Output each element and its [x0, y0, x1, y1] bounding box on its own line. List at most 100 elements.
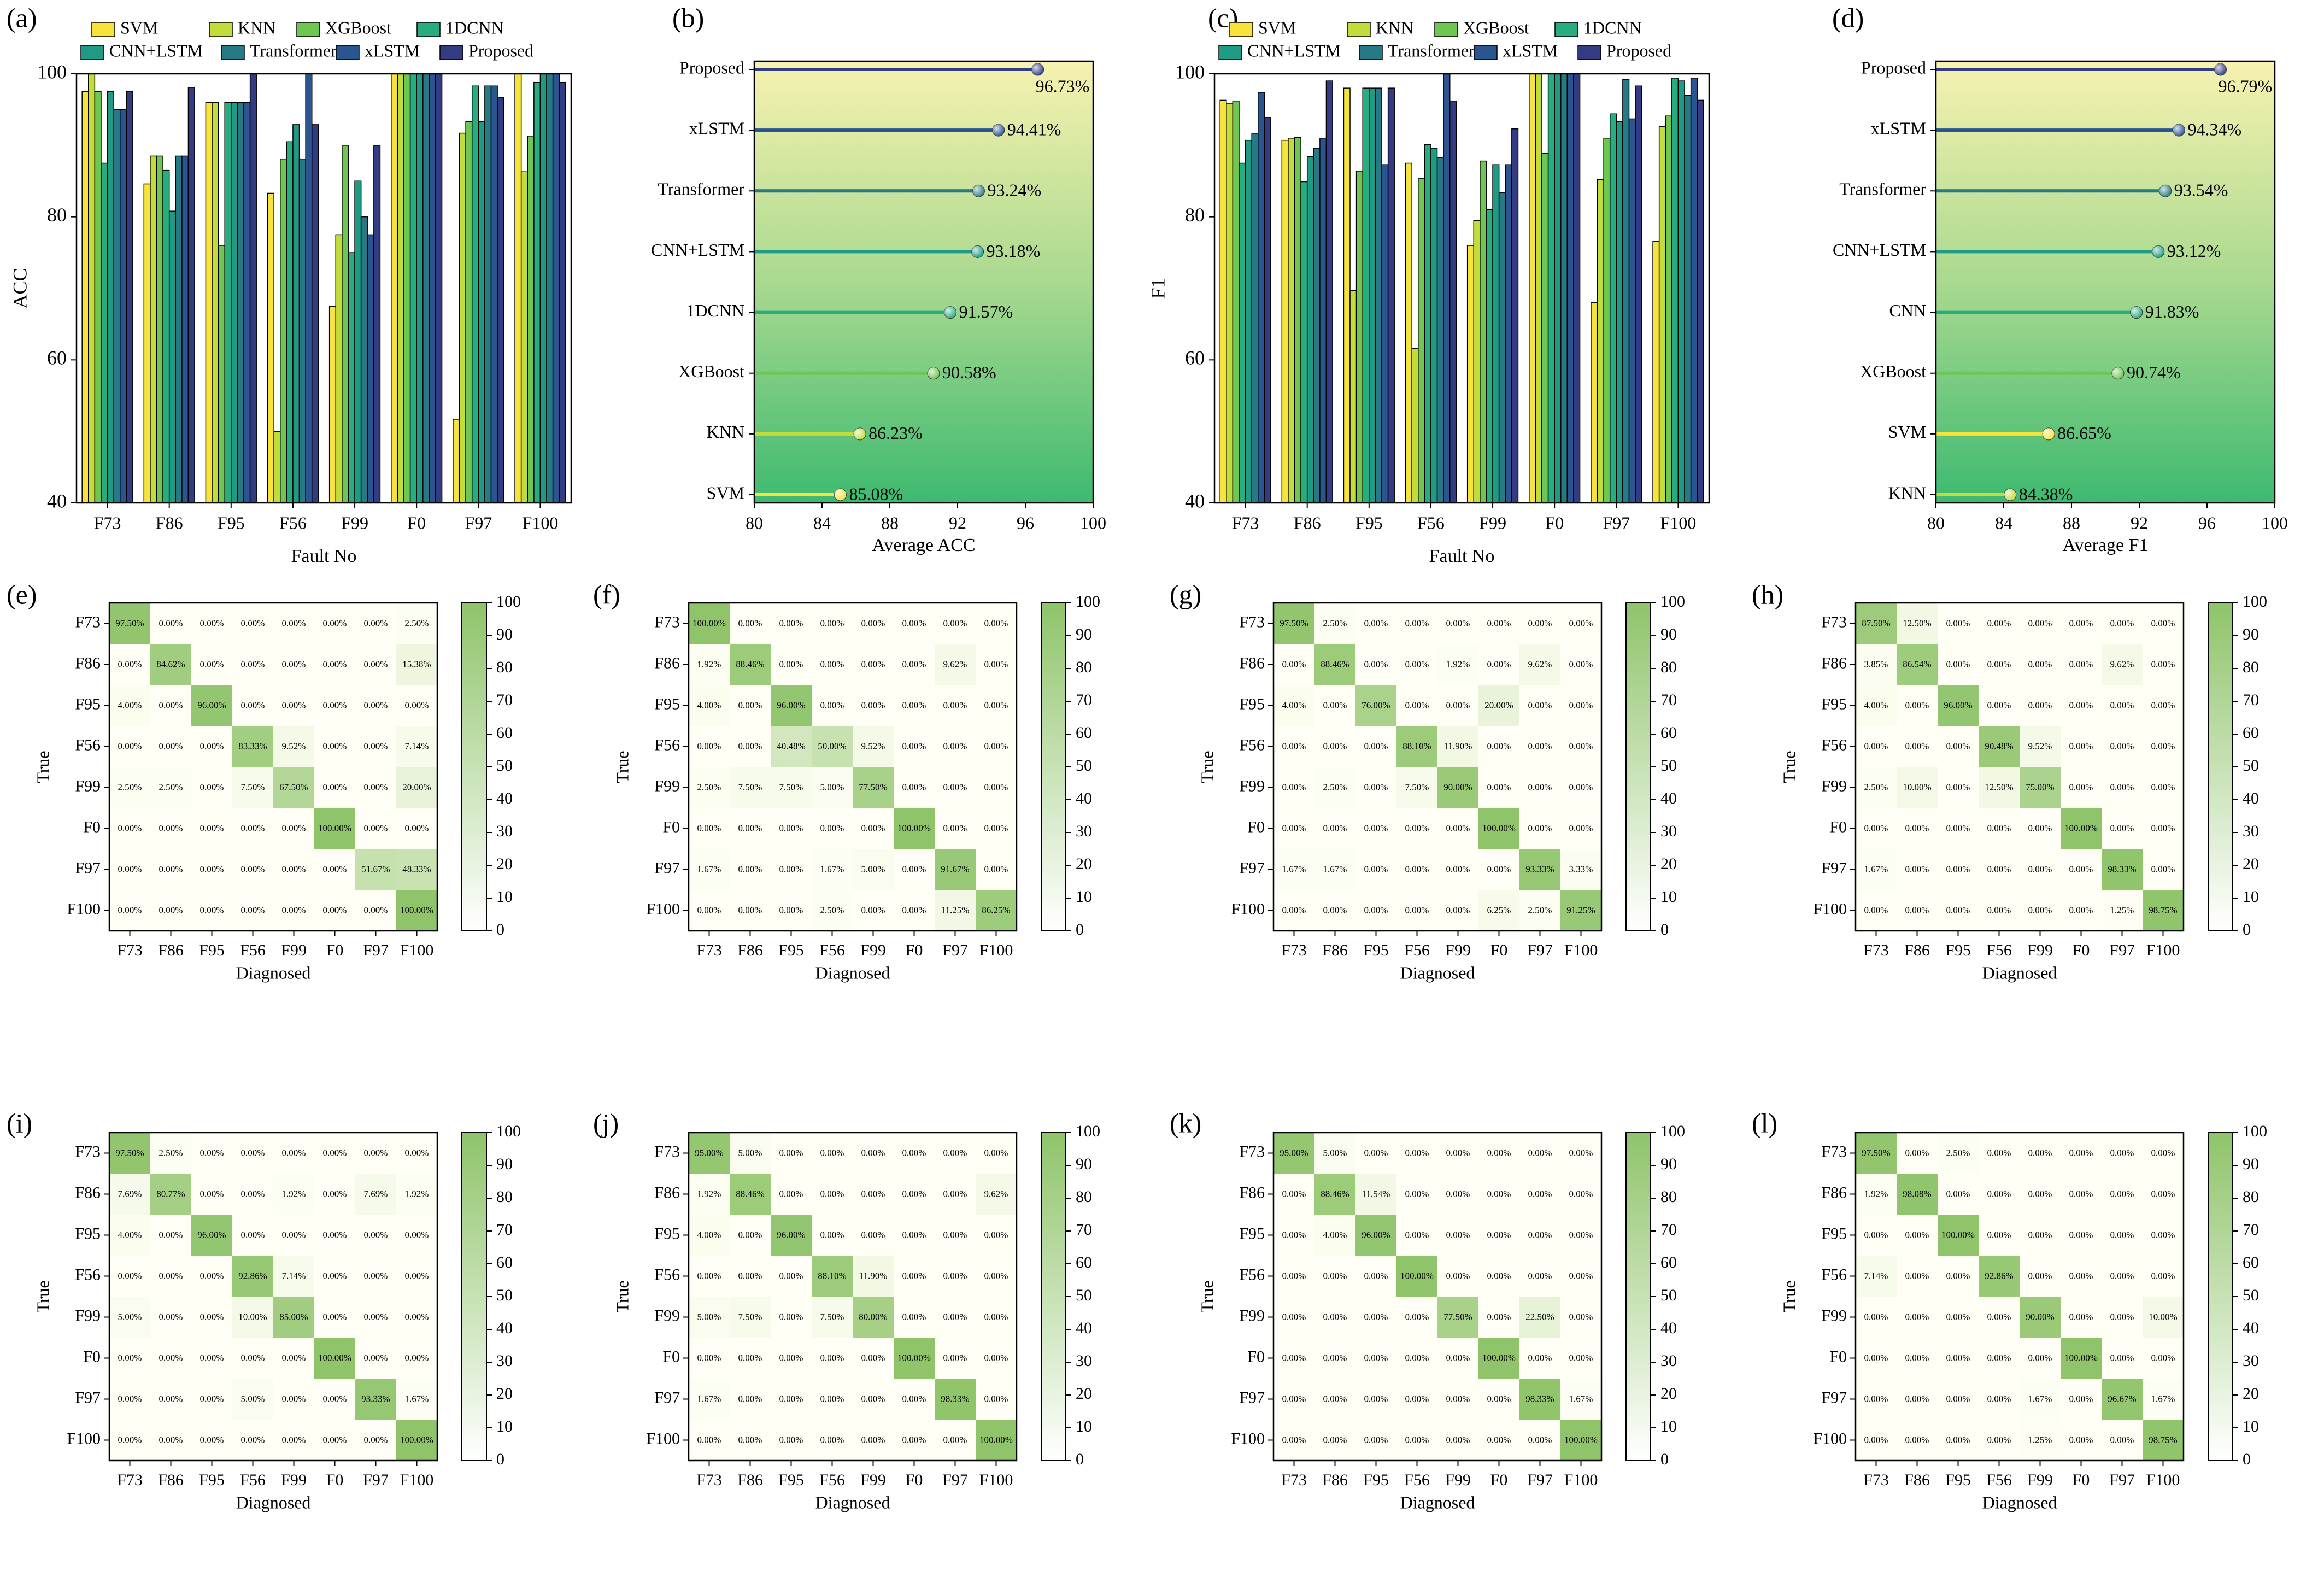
x-tick-label: F95: [199, 1471, 225, 1489]
cm-cell-value: 0.00%: [282, 659, 306, 669]
colorbar-tick-label: 50: [1076, 1286, 1092, 1304]
cm-cell-value: 83.33%: [238, 741, 267, 751]
legend-swatch: [336, 45, 360, 60]
y-tick-label: F100: [646, 900, 680, 918]
cm-frame: [108, 602, 438, 932]
cm-cell-value: 0.00%: [779, 1434, 803, 1445]
cm-cell-value: 88.46%: [736, 659, 764, 669]
cm-cell: [314, 890, 355, 931]
cm-cell: [1355, 1338, 1396, 1379]
y-tick-label: F0: [1247, 818, 1265, 836]
colorbar-tick-label: 80: [1660, 658, 1677, 676]
cm-cell-value: 0.00%: [2028, 1352, 2052, 1363]
colorbar-tick-label: 30: [1076, 1352, 1092, 1370]
colorbar-tick-label: 50: [1660, 757, 1677, 775]
cm-cell: [109, 603, 150, 644]
cm-cell: [689, 1420, 730, 1461]
cm-cell-value: 0.00%: [1282, 1229, 1306, 1240]
cm-cell: [894, 726, 935, 767]
x-tick-label: F0: [2073, 1471, 2090, 1489]
bar: [373, 145, 381, 503]
cm-cell: [812, 1256, 853, 1297]
cm-cell-value: 5.00%: [241, 1393, 265, 1404]
bar: [1480, 160, 1487, 503]
cm-cell-value: 0.00%: [1446, 1393, 1470, 1404]
x-axis-label: Diagnosed: [1400, 963, 1475, 982]
cm-cell: [894, 1297, 935, 1338]
cm-cell-value: 84.62%: [156, 659, 185, 669]
panel-label: (f): [593, 579, 620, 609]
y-tick-label: F73: [654, 1142, 680, 1160]
cm-cell: [853, 685, 894, 726]
cm-cell: [1938, 603, 1979, 644]
bar: [218, 245, 225, 503]
cm-cell-value: 0.00%: [1487, 1270, 1511, 1281]
cm-cell-value: 0.00%: [943, 741, 967, 751]
cm-cell-value: 0.00%: [2151, 1188, 2175, 1199]
cm-cell: [273, 726, 314, 767]
cm-cell: [935, 726, 976, 767]
cm-cell: [2143, 685, 2184, 726]
cm-cell-value: 100.00%: [2064, 823, 2098, 833]
cm-cell-value: 0.00%: [118, 1270, 142, 1281]
y-tick-label: F97: [75, 859, 101, 877]
y-tick-label: F56: [75, 736, 101, 754]
cm-cell: [1355, 1174, 1396, 1215]
cm-cell: [1314, 1133, 1355, 1174]
cm-cell: [2020, 726, 2061, 767]
cm-cell-value: 0.00%: [1905, 905, 1929, 915]
cm-cell-value: 0.00%: [779, 618, 803, 628]
cm-cell: [976, 1379, 1017, 1420]
cm-cell: [2143, 1420, 2184, 1461]
cm-cell-value: 0.00%: [820, 700, 844, 710]
cm-cell: [1355, 685, 1396, 726]
cm-cell: [1560, 1338, 1601, 1379]
cm-cell-value: 0.00%: [861, 618, 885, 628]
cm-cell-value: 0.00%: [984, 1352, 1008, 1363]
cm-cell-value: 0.00%: [2069, 1147, 2093, 1158]
cm-cell: [730, 849, 771, 890]
cm-cell: [689, 644, 730, 685]
cm-cell: [2102, 685, 2143, 726]
cm-cell-value: 0.00%: [1323, 1352, 1347, 1363]
cm-cell: [1560, 603, 1601, 644]
cm-cell: [355, 1379, 396, 1420]
x-tick-label: 88: [2063, 513, 2080, 532]
cm-cell-value: 0.00%: [1405, 659, 1429, 669]
lollipop-dot-highlight: [2004, 489, 2016, 501]
cm-cell-value: 0.00%: [241, 700, 265, 710]
x-tick-label: F99: [1445, 941, 1471, 959]
cm-cell-value: 98.75%: [2149, 905, 2177, 915]
cm-cell-value: 20.00%: [1484, 700, 1513, 710]
cm-cell-value: 0.00%: [697, 905, 721, 915]
cm-cell-value: 0.00%: [1905, 1311, 1929, 1322]
cm-cell: [1560, 1133, 1601, 1174]
cm-cell: [1979, 808, 2020, 849]
y-tick-label: F100: [646, 1429, 680, 1447]
bar: [1306, 156, 1314, 503]
cm-cell-value: 0.00%: [738, 741, 762, 751]
bar: [1288, 138, 1295, 503]
colorbar-tick-label: 0: [496, 921, 504, 939]
value-label: 90.74%: [2127, 362, 2181, 382]
bar: [231, 102, 238, 503]
cm-cell: [2061, 1174, 2102, 1215]
cm-cell-value: 0.00%: [1487, 741, 1511, 751]
cm-cell-value: 40.48%: [777, 741, 805, 751]
y-tick-label: XGBoost: [678, 361, 744, 381]
cm-cell: [1396, 1379, 1437, 1420]
y-tick-label: F99: [1821, 777, 1847, 795]
cm-cell: [1897, 726, 1938, 767]
cm-cell-value: 100.00%: [979, 1434, 1013, 1445]
cm-cell: [150, 1297, 191, 1338]
panel-label: (l): [1752, 1107, 1777, 1138]
bar: [354, 180, 362, 503]
cm-cell-value: 1.67%: [697, 1393, 721, 1404]
cm-cell-value: 0.00%: [1364, 1311, 1388, 1322]
cm-cell: [894, 644, 935, 685]
cm-cell-value: 0.00%: [984, 823, 1008, 833]
cm-cell-value: 20.00%: [402, 782, 431, 792]
cm-cell: [2061, 767, 2102, 808]
cm-cell: [191, 685, 232, 726]
cm-cell: [191, 1256, 232, 1297]
